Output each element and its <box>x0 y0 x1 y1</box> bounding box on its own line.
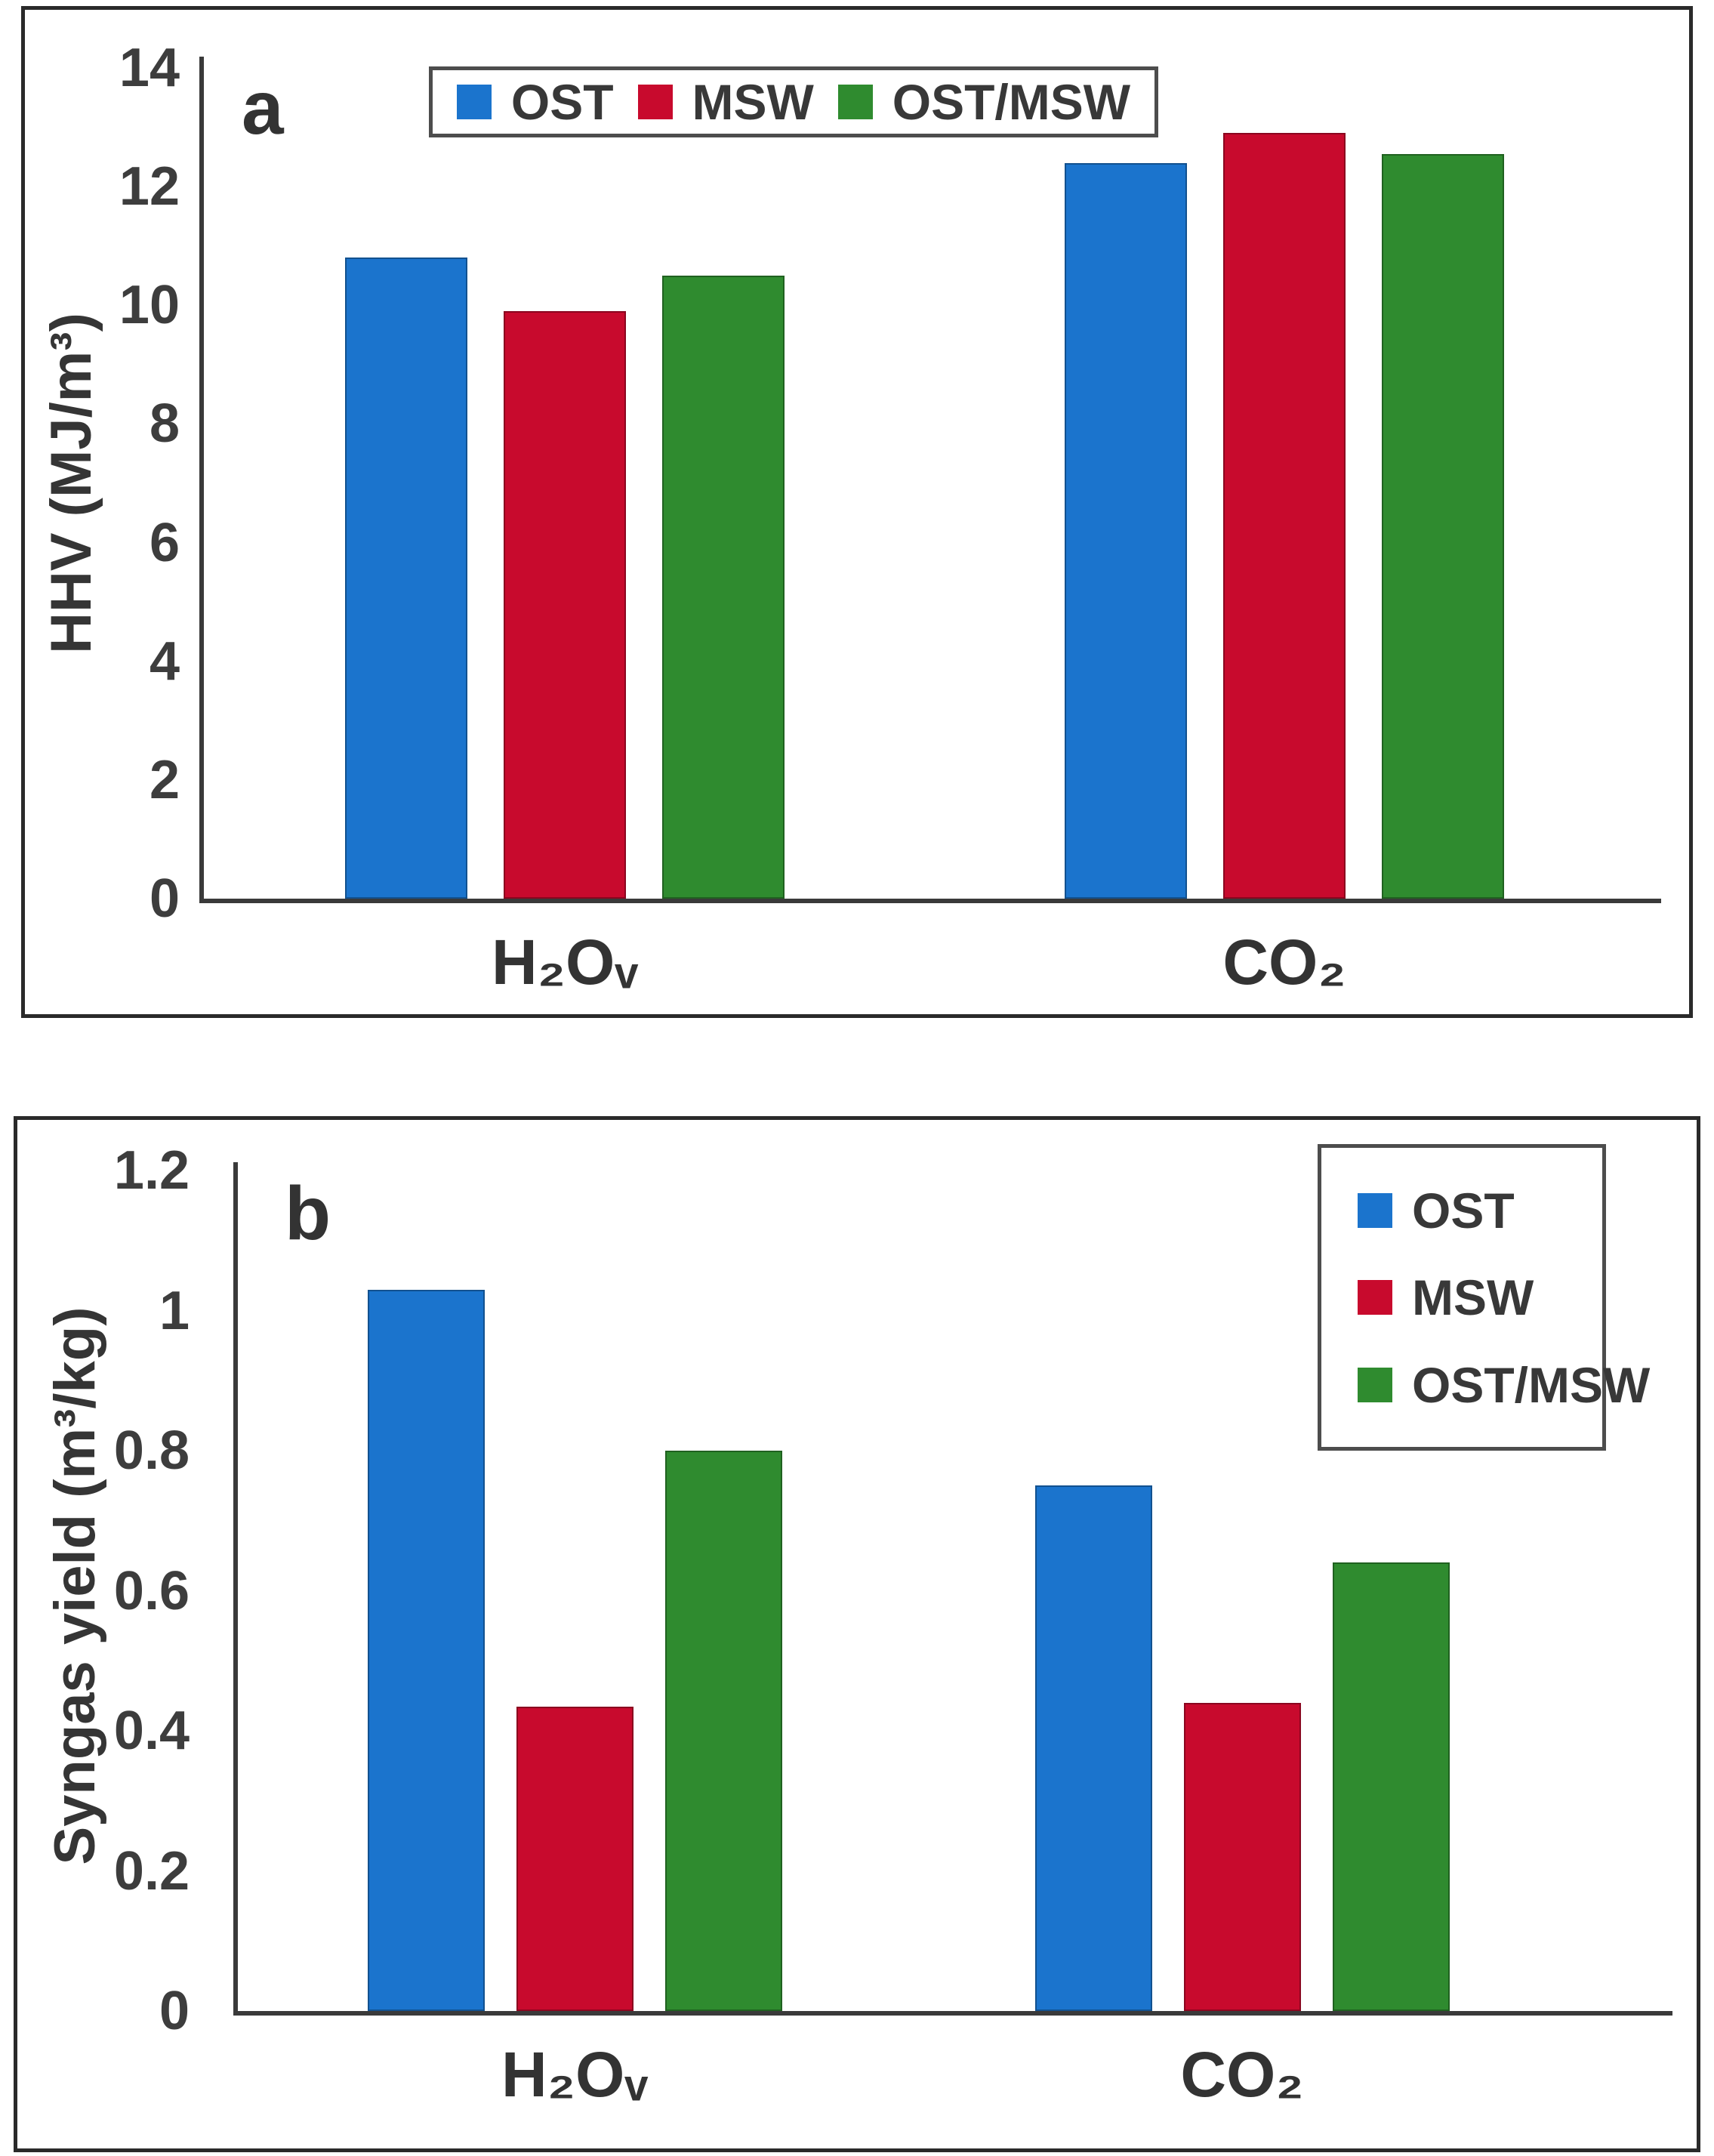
x-category-label: H₂Oᵥ <box>492 927 638 998</box>
bar-msw-group1 <box>504 311 626 899</box>
legend-swatch-icon <box>456 85 492 119</box>
panel-letter-b: b <box>285 1171 331 1256</box>
bar-ost-group2 <box>1034 1485 1152 2011</box>
y-tick-label: 0.2 <box>113 1840 190 1902</box>
legend-swatch-icon <box>1358 1367 1392 1402</box>
y-tick-label: 2 <box>149 749 180 810</box>
legend-a: OST MSW OST/MSW <box>429 66 1158 137</box>
bar-ost-group2 <box>1065 162 1187 899</box>
panel-a: a HHV (MJ/m³) 0 2 4 6 8 10 12 14 H₂Oᵥ CO₂ OST MSW… <box>21 6 1693 1018</box>
y-tick-label: 1.2 <box>113 1140 190 1201</box>
legend-label: OST <box>1412 1182 1515 1238</box>
y-tick-label: 8 <box>149 393 180 455</box>
x-axis-line-b <box>233 2011 1672 2016</box>
legend-entry: OST/MSW <box>1358 1360 1650 1410</box>
legend-swatch-icon <box>837 85 873 119</box>
legend-label: MSW <box>692 74 814 130</box>
x-axis-line-a <box>199 899 1661 903</box>
legend-entry: MSW <box>1358 1272 1534 1322</box>
y-tick-label: 0.6 <box>113 1560 190 1621</box>
y-tick-label: 0.4 <box>113 1701 190 1761</box>
panel-b: b Syngas yield (m³/kg) 0 0.2 0.4 0.6 0.8 1 1.2… <box>14 1116 1700 2152</box>
x-category-label: CO₂ <box>1180 2039 1304 2110</box>
legend-entry: OST/MSW <box>837 74 1131 130</box>
y-tick-label: 0.8 <box>113 1420 190 1481</box>
legend-b: OST MSW OST/MSW <box>1318 1144 1650 1451</box>
bar-ost-group1 <box>345 258 467 899</box>
legend-swatch-icon <box>637 85 673 119</box>
legend-label: OST/MSW <box>1412 1356 1651 1413</box>
y-tick-label: 0 <box>159 1981 190 2041</box>
y-tick-label: 14 <box>119 38 180 98</box>
x-category-label: CO₂ <box>1222 927 1346 998</box>
legend-entry: OST <box>1358 1186 1515 1235</box>
legend-label: OST <box>510 74 614 130</box>
y-axis-line-a <box>199 57 204 903</box>
y-tick-label: 6 <box>149 512 180 573</box>
bar-ost-msw-group2 <box>1382 153 1504 899</box>
x-category-label: H₂Oᵥ <box>501 2039 648 2110</box>
bar-msw-group2 <box>1223 133 1346 899</box>
y-tick-label: 1 <box>159 1280 190 1341</box>
y-axis-line-b <box>233 1162 238 2016</box>
panel-letter-a: a <box>242 66 284 150</box>
legend-entry: MSW <box>637 74 814 130</box>
legend-swatch-icon <box>1358 1192 1392 1228</box>
y-tick-label: 12 <box>119 156 180 217</box>
bar-msw-group1 <box>516 1706 634 2011</box>
y-tick-label: 10 <box>119 275 180 336</box>
legend-swatch-icon <box>1358 1280 1392 1315</box>
y-tick-label: 0 <box>149 868 180 929</box>
bar-ost-msw-group1 <box>664 1451 782 2011</box>
legend-label: OST/MSW <box>892 74 1131 130</box>
bar-ost-msw-group1 <box>662 276 785 899</box>
bar-ost-msw-group2 <box>1332 1562 1450 2011</box>
bar-ost-group1 <box>367 1289 485 2011</box>
bar-msw-group2 <box>1183 1702 1301 2011</box>
legend-entry: OST <box>456 74 614 130</box>
legend-label: MSW <box>1412 1269 1534 1325</box>
y-tick-label: 4 <box>149 631 180 692</box>
